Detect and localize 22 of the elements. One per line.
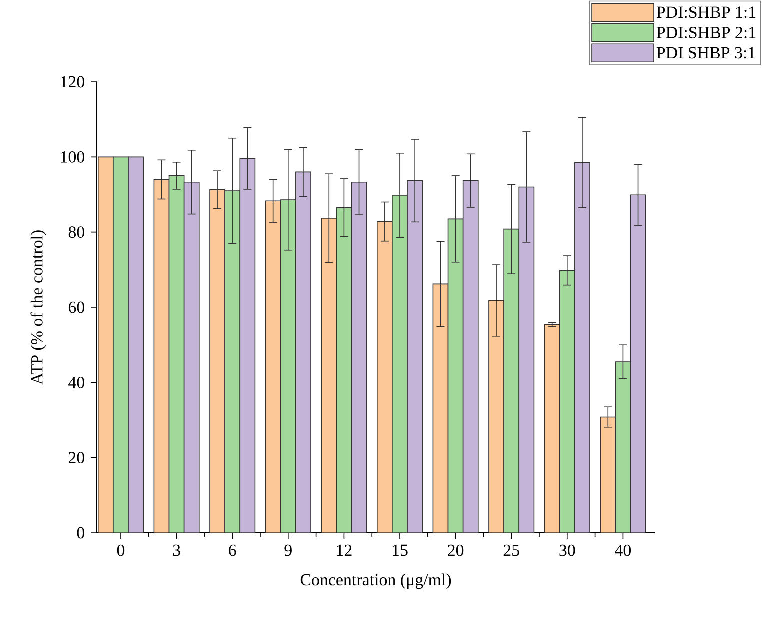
x-tick-label: 15 (393, 544, 408, 556)
x-tick-label: 12 (337, 544, 352, 556)
y-tick-label: 120 (61, 76, 85, 88)
y-tick-label: 100 (61, 151, 85, 163)
y-tick-label: 0 (77, 527, 85, 539)
y-axis-title: ATP (% of the control) (30, 230, 46, 385)
x-axis-title: Concentration (μg/ml) (300, 574, 452, 590)
legend-label: PDI SHBP 3:1 (656, 47, 756, 59)
legend-label: PDI:SHBP 1:1 (656, 6, 756, 18)
x-tick-label: 25 (504, 544, 520, 556)
x-tick-label: 0 (117, 544, 125, 556)
x-tick-label: 6 (229, 544, 236, 556)
y-tick-label: 20 (68, 452, 85, 464)
x-tick-label: 3 (173, 544, 180, 556)
x-tick-label: 9 (284, 544, 292, 556)
x-tick-label: 40 (615, 544, 632, 556)
x-tick-label: 30 (560, 544, 576, 556)
y-tick-label: 80 (68, 226, 85, 238)
x-tick-label: 20 (448, 544, 464, 556)
y-tick-label: 40 (68, 376, 85, 388)
legend-label: PDI:SHBP 2:1 (656, 27, 756, 38)
y-tick-label: 60 (68, 302, 85, 314)
